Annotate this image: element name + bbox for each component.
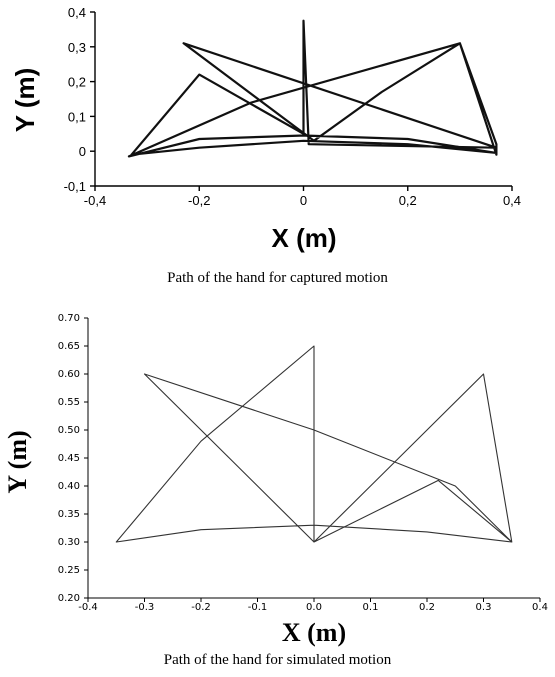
simulated-y-tick-label: 0.35 (58, 509, 80, 520)
simulated-motion-caption: Path of the hand for simulated motion (163, 652, 392, 668)
captured-x-tick-label: 0 (300, 193, 307, 208)
simulated-motion-figure: -0.4 -0.3 -0.2 -0.1 0.0 0.1 0.2 0.3 0.4 0.20 0.25 0… (0, 300, 555, 647)
captured-motion-chart: -0,4 -0,2 0 0,2 0,4 -0,1 0 0,1 0,2 0,3 0,4 X (m) Y (… (10, 5, 521, 253)
captured-hand-path-line (127, 19, 498, 158)
simulated-y-tick-label: 0.45 (58, 453, 80, 464)
simulated-x-tick-label: 0.2 (419, 602, 435, 613)
simulated-y-tick-label: 0.50 (58, 425, 80, 436)
simulated-x-tick-label: 0.1 (363, 602, 379, 613)
captured-y-tick-label: 0,4 (68, 5, 86, 20)
captured-x-tick-label: 0,4 (503, 193, 521, 208)
simulated-motion-chart: -0.4 -0.3 -0.2 -0.1 0.0 0.1 0.2 0.3 0.4 0.20 0.25 0… (3, 313, 548, 647)
captured-y-axis-label: Y (m) (10, 68, 40, 133)
simulated-y-axis-label: Y (m) (3, 430, 32, 493)
simulated-y-tick-label: 0.25 (58, 565, 80, 576)
simulated-x-tick-label: 0.3 (476, 602, 492, 613)
simulated-y-tick-label: 0.30 (58, 537, 80, 548)
captured-x-tick-label: -0,4 (84, 193, 106, 208)
simulated-x-tick-label: -0.3 (135, 602, 155, 613)
simulated-y-tick-label: 0.60 (58, 369, 80, 380)
captured-x-tick-label: -0,2 (188, 193, 210, 208)
simulated-y-tick-label: 0.65 (58, 341, 80, 352)
simulated-x-tick-label: -0.1 (248, 602, 268, 613)
simulated-x-tick-label: -0.2 (191, 602, 211, 613)
captured-y-tick-label: 0,1 (68, 109, 86, 124)
simulated-x-axis-label: X (m) (282, 618, 346, 647)
simulated-x-tick-label: -0.4 (78, 602, 98, 613)
simulated-hand-path-line (115, 345, 513, 543)
captured-x-axis-label: X (m) (272, 223, 337, 253)
simulated-y-tick-label: 0.20 (58, 593, 80, 604)
captured-motion-figure: -0,4 -0,2 0 0,2 0,4 -0,1 0 0,1 0,2 0,3 0,4 X (m) Y (… (0, 0, 555, 258)
simulated-x-tick-label: 0.4 (532, 602, 548, 613)
simulated-y-tick-label: 0.70 (58, 313, 80, 324)
captured-motion-caption: Path of the hand for captured motion (167, 270, 388, 286)
captured-y-tick-label: 0 (79, 144, 86, 159)
simulated-x-tick-label: 0.0 (306, 602, 322, 613)
captured-y-tick-label: 0,2 (68, 75, 86, 90)
simulated-y-tick-label: 0.55 (58, 397, 80, 408)
captured-y-tick-label: 0,3 (68, 40, 86, 55)
captured-y-tick-label: -0,1 (64, 179, 86, 194)
simulated-y-tick-label: 0.40 (58, 481, 80, 492)
captured-x-tick-label: 0,2 (399, 193, 417, 208)
